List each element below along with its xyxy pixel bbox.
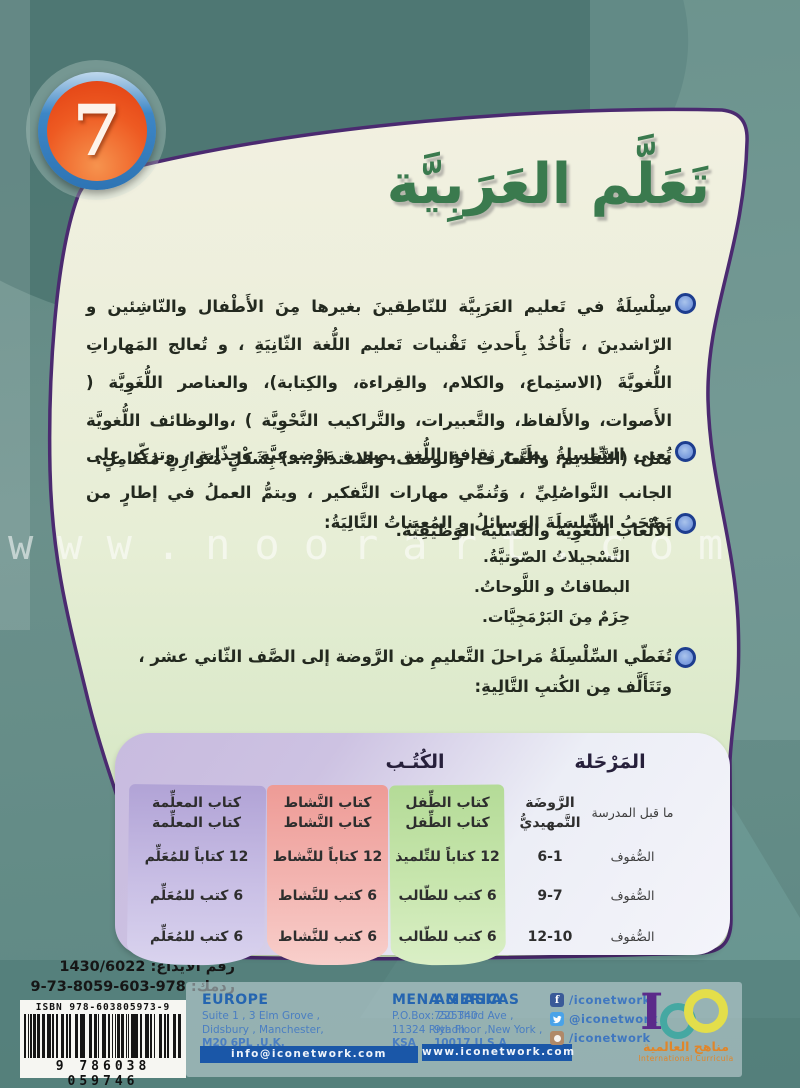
- table-row-cell-activity: 6 كتب للنَّشاط: [278, 928, 377, 945]
- contact-mena-line: 11324 Riyadh: [392, 1023, 465, 1036]
- table-row-cell-stage-value: 9-7: [537, 887, 563, 904]
- curriculum-table: الكُتُـب المَرْحَلة كتاب المعلِّمة كتاب …: [115, 733, 730, 966]
- contact-europe: EUROPE Suite 1 , 3 Elm Grove , Didsbury …: [202, 992, 324, 1051]
- table-header-books: الكُتُـب: [385, 751, 445, 773]
- ico-logo-yellow-ring: [684, 989, 728, 1033]
- bullet-icon: [675, 441, 696, 462]
- level-badge: 7: [26, 60, 166, 200]
- table-row-cell-stage-name: الصُّفوف: [610, 887, 655, 903]
- table-body: كتاب المعلِّمة كتاب المعلِّمة كتاب النَّ…: [128, 787, 675, 957]
- intro-paragraph: سِلْسِلَةٌ في تَعليم العَرَبِيَّة للنّاط…: [86, 288, 696, 478]
- table-row-cell-activity: 12 كتاباً للنَّشاط: [272, 848, 383, 865]
- table-row-cell-child: 12 كتاباً للتِّلميذ: [395, 848, 500, 865]
- media-item-software: حِزَمٌ مِنَ البَرْمَجِيَّات.: [482, 608, 630, 626]
- social-instagram-row: /iconetwork: [550, 1029, 658, 1047]
- contact-americas-title: AMERICAS: [434, 992, 520, 1008]
- table-row-cell-teacher: 6 كتب للمُعَلِّم: [149, 887, 244, 904]
- social-links: f /iconetwork @iconetwork /iconetwork: [550, 991, 658, 1048]
- table-row-cell-stage-value: 6-1: [537, 848, 563, 865]
- table-row-cell-stage-name: ما قبل المدرسة: [591, 804, 674, 820]
- instagram-icon: [550, 1031, 564, 1045]
- table-row-cell-child: 6 كتب للطّالب: [398, 887, 497, 904]
- scan-edge-strip: [0, 0, 30, 630]
- publisher-contact-panel: EUROPE Suite 1 , 3 Elm Grove , Didsbury …: [186, 982, 742, 1077]
- table-row-cell-teacher: 12 كتاباً للمُعَلِّم: [144, 848, 249, 865]
- facebook-icon: f: [550, 993, 564, 1007]
- contact-americas-line: 750 Third Ave ,: [434, 1010, 514, 1022]
- isbn-barcode: ISBN 978-603805973-9 9 786038 059746: [20, 1000, 186, 1088]
- barcode-isbn-label: ISBN 978-603805973-9: [35, 1002, 171, 1013]
- contact-mena-title: MENA & ASIA: [392, 992, 503, 1008]
- twitter-icon: [550, 1012, 564, 1026]
- table-row-cell-child: كتاب الطِّفل كتاب الطِّفل: [405, 794, 490, 831]
- level-number: 7: [72, 89, 122, 172]
- table-row-cell-teacher: كتاب المعلِّمة كتاب المعلِّمة: [152, 794, 241, 831]
- table-row-cell-activity: كتاب النَّشاط كتاب النَّشاط: [283, 794, 372, 831]
- bullet-icon: [675, 513, 696, 534]
- table-row-cell-activity: 6 كتب للنَّشاط: [278, 887, 377, 904]
- approach-paragraph-text: تُعنى السِّلسلةُ بِطَرح ثقافةِ اللُّغةِ …: [86, 445, 672, 540]
- contact-europe-line: Didsbury , Manchester,: [202, 1023, 324, 1036]
- social-twitter-row: @iconetwork: [550, 1010, 658, 1028]
- contact-europe-title: EUROPE: [202, 992, 269, 1008]
- media-list: التَّسْجيلاتُ الصّوتيَّةُ. البطاقاتُ و ا…: [474, 542, 630, 632]
- contact-mena-line: P.O.Box: 225340: [392, 1010, 478, 1022]
- ico-logo-i: I: [640, 982, 664, 1041]
- publisher-website-bar: www.iconetwork.com: [422, 1044, 574, 1061]
- table-row-cell-stage-name: الصُّفوف: [610, 928, 655, 944]
- publisher-email-bar: info@iconetwork.com: [200, 1046, 418, 1063]
- contact-americas-line: 9th Floor ,New York ,: [434, 1023, 543, 1036]
- activity-book-ribbon: [267, 785, 388, 965]
- contact-mena-asia: MENA & ASIA P.O.Box: 225340 11324 Riyadh…: [392, 992, 502, 1051]
- intro-paragraph-text: سِلْسِلَةٌ في تَعليم العَرَبِيَّة للنّاط…: [86, 297, 672, 468]
- coverage-heading-text: تُغَطّي السِّلْسِلَةُ مَراحلَ التَّعليمِ…: [138, 647, 672, 696]
- media-item-cards: البطاقاتُ و اللَّوحاتُ.: [474, 578, 630, 596]
- barcode-digits: 9 786038 059746: [55, 1059, 151, 1088]
- publisher-logo: I مناهج العالمية International Curricula: [638, 982, 734, 1064]
- ico-logo-mark: I: [638, 982, 734, 1041]
- barcode-bars: [24, 1014, 182, 1058]
- instagram-handle: /iconetwork: [569, 1031, 651, 1045]
- table-row-cell-stage-name: الصُّفوف: [610, 848, 655, 864]
- table-row-cell-teacher: 6 كتب للمُعَلِّم: [149, 928, 244, 945]
- media-item-recordings: التَّسْجيلاتُ الصّوتيَّةُ.: [482, 548, 630, 566]
- media-heading: تَصْحَبُ السِّلسلَةَ الوسائلُ و المُعينا…: [86, 508, 696, 538]
- table-row-cell-stage-value: الرَّوضَة التَّمهيديُّ: [519, 794, 581, 831]
- bullet-icon: [675, 293, 696, 314]
- media-heading-text: تَصْحَبُ السِّلسلَةَ الوسائلُ و المُعينا…: [323, 513, 672, 532]
- table-header-stage: المَرْحَلة: [574, 751, 646, 773]
- approach-paragraph: تُعنى السِّلسلةُ بِطَرح ثقافةِ اللُّغةِ …: [86, 436, 696, 550]
- badge-orange-circle: 7: [47, 81, 147, 181]
- facebook-handle: /iconetwork: [569, 993, 651, 1007]
- contact-europe-line: Suite 1 , 3 Elm Grove ,: [202, 1010, 320, 1022]
- twitter-handle: @iconetwork: [569, 1012, 658, 1026]
- contact-americas: AMERICAS 750 Third Ave , 9th Floor ,New …: [434, 992, 542, 1051]
- bullet-icon: [675, 647, 696, 668]
- logo-arabic-name: مناهج العالمية: [642, 1039, 730, 1054]
- series-title: تَعَلَّم العَرَبِيَّة: [386, 152, 710, 217]
- noorart-watermark: www.noorart.com: [8, 520, 748, 569]
- coverage-heading: تُغَطّي السِّلْسِلَةُ مَراحلَ التَّعليمِ…: [86, 642, 696, 702]
- table-row-cell-stage-value: 12-10: [527, 928, 573, 945]
- social-facebook-row: f /iconetwork: [550, 991, 658, 1009]
- table-row-cell-child: 6 كتب للطّالب: [398, 928, 497, 945]
- logo-english-name: International Curricula: [638, 1054, 734, 1063]
